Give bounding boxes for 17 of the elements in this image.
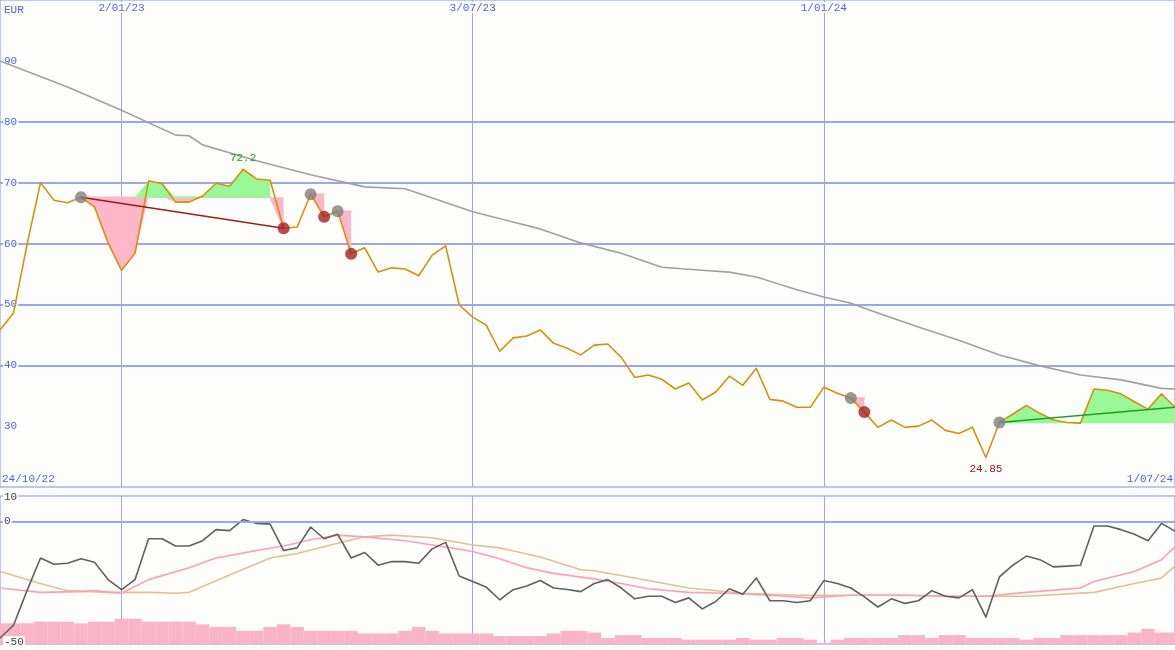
y-tick-label: 60 [4, 237, 18, 250]
y-tick-label: 0 [4, 515, 11, 528]
x-tick-label: 3/07/23 [449, 1, 496, 14]
y-tick-label: -50 [4, 635, 24, 648]
y-tick-label: 80 [4, 115, 18, 128]
annotation: 1/07/24 [1126, 472, 1174, 485]
y-tick-label: 10 [4, 491, 18, 504]
x-tick-label: 2/01/23 [98, 1, 145, 14]
annotation: 24/10/22 [2, 472, 55, 485]
y-tick-label: 90 [4, 54, 18, 67]
x-tick-label: 1/01/24 [800, 1, 848, 14]
y-axis-title: EUR [4, 3, 25, 16]
y-tick-label: 30 [4, 420, 18, 433]
y-tick-label: 70 [4, 176, 18, 189]
annotation: 72.2 [229, 151, 257, 164]
y-tick-label: 40 [4, 359, 18, 372]
annotation: 24.85 [969, 462, 1003, 475]
